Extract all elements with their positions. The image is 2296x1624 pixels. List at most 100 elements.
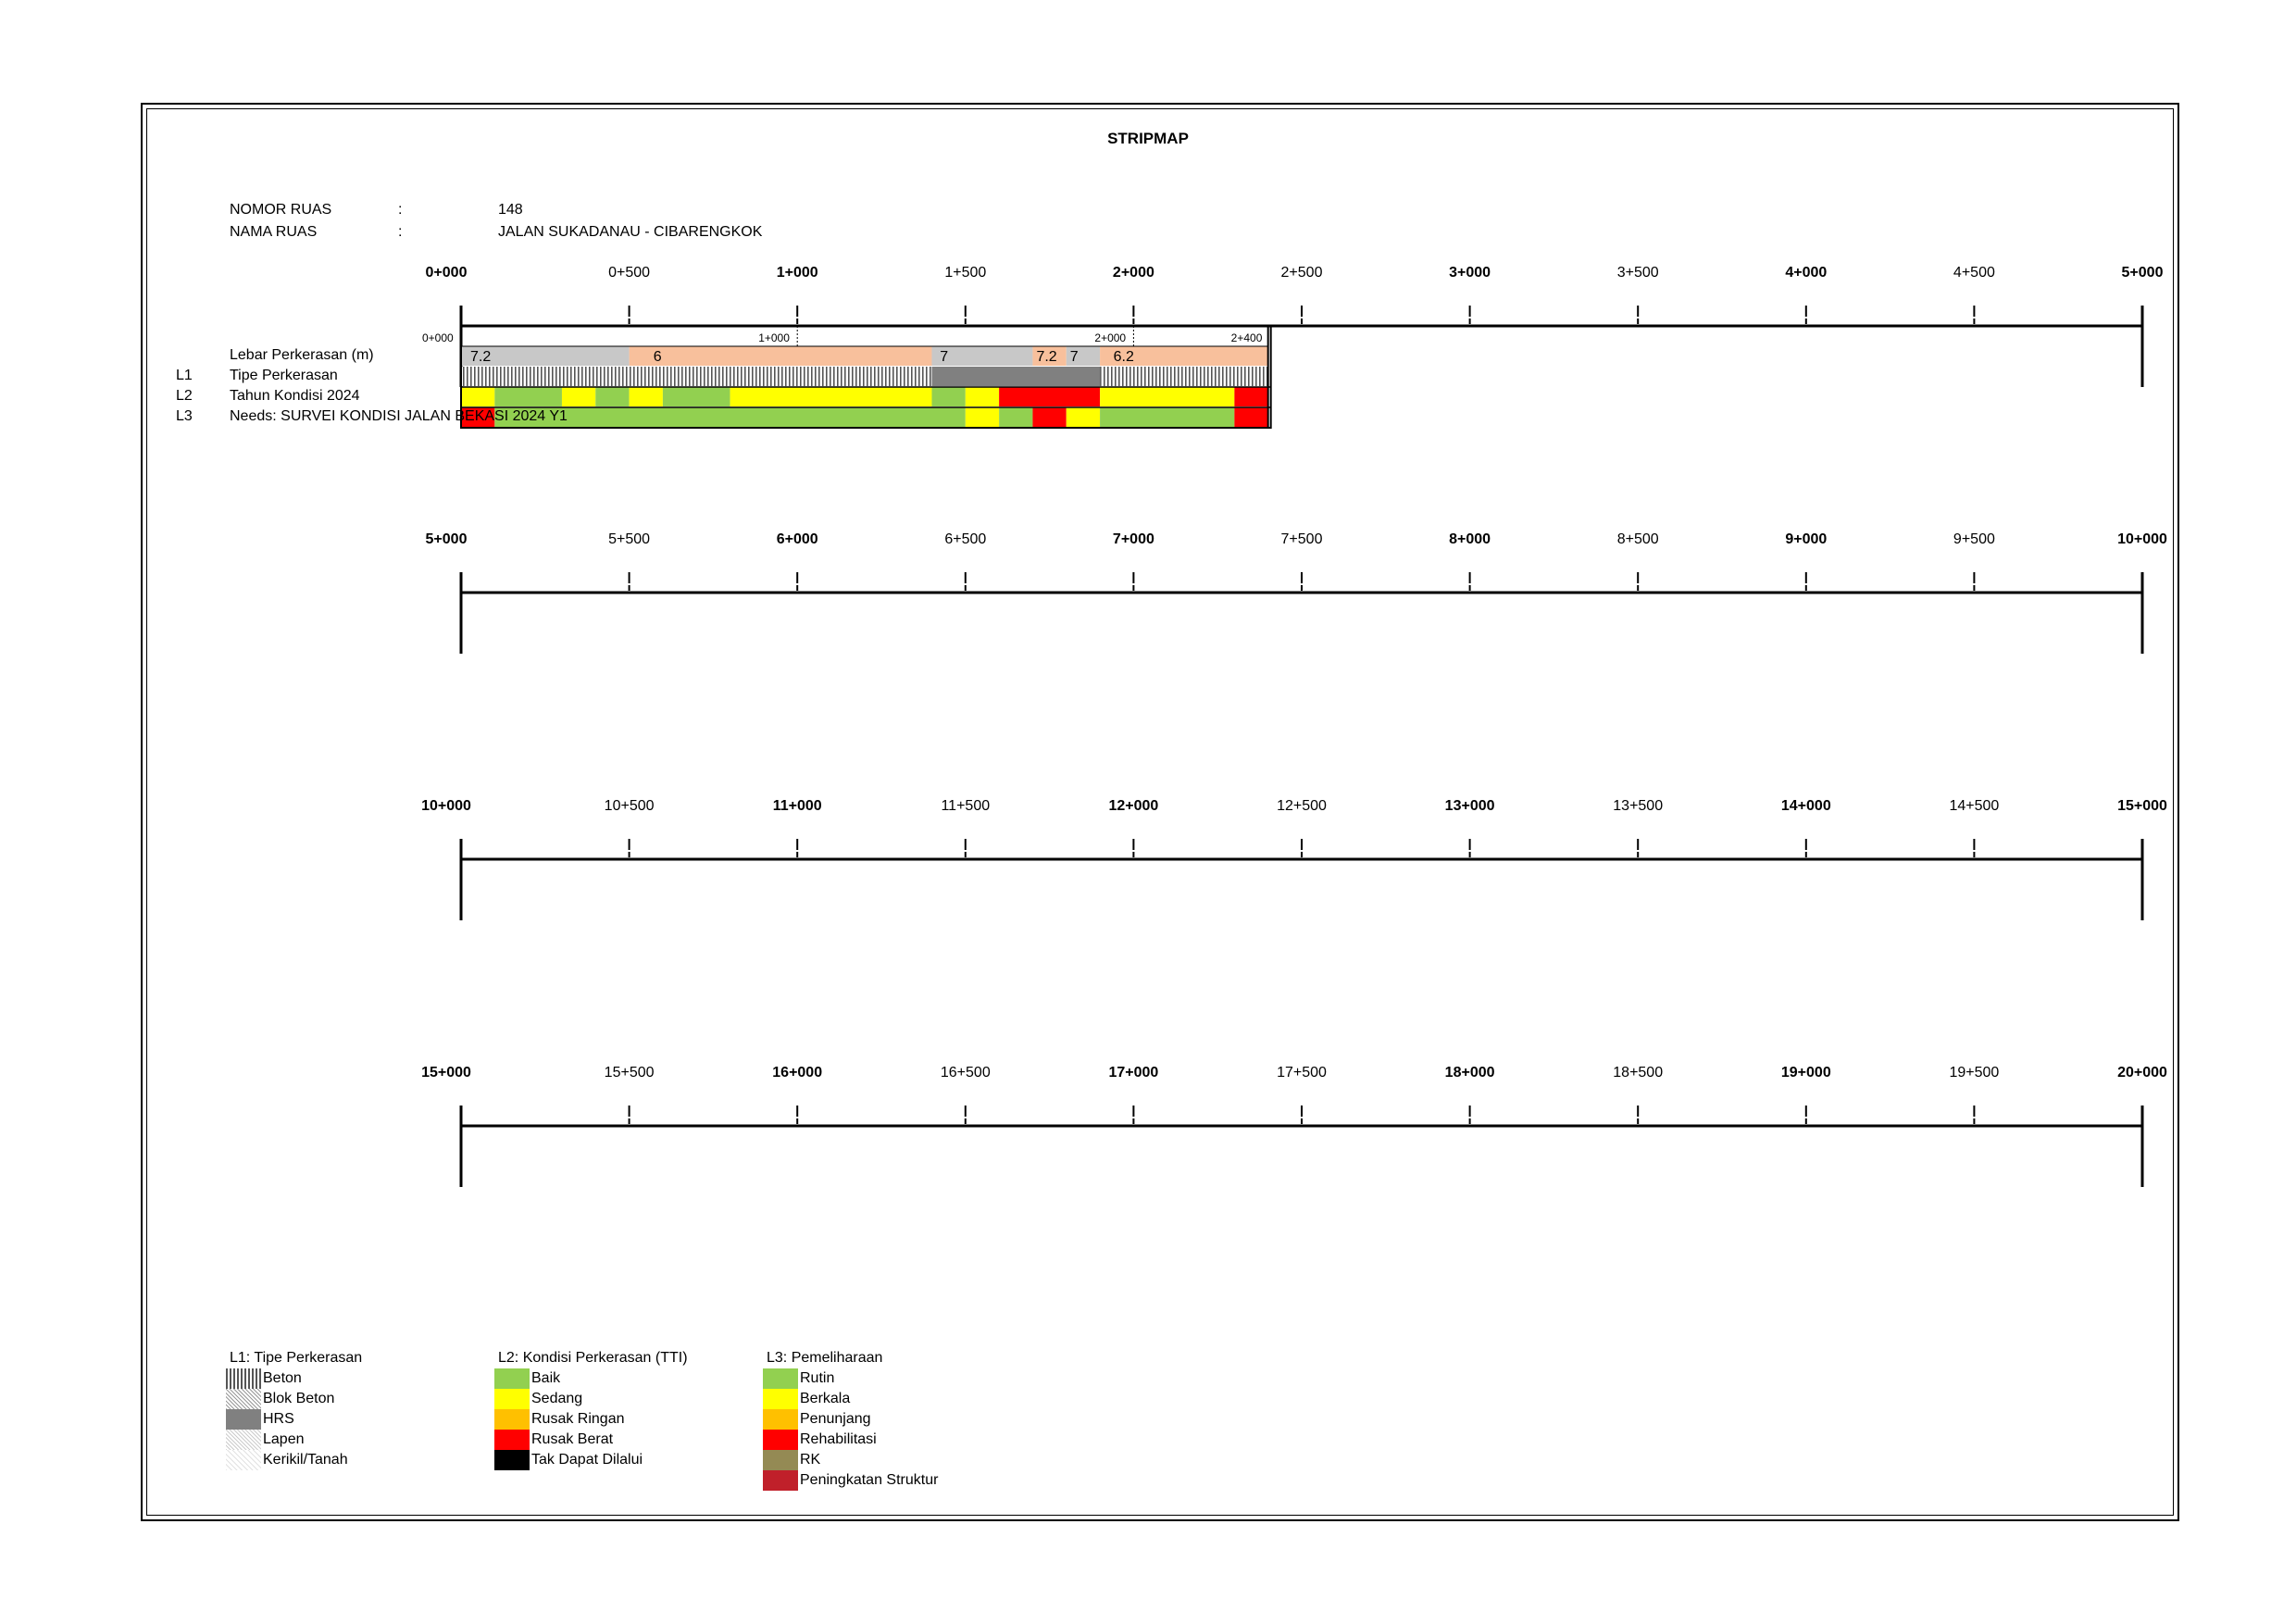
legend-item-rusak-ringan: Rusak Ringan — [494, 1409, 625, 1430]
needs-segment — [965, 407, 1000, 427]
kerikil-tanah-swatch — [226, 1450, 261, 1470]
legend-item-blok-beton: Blok Beton — [226, 1389, 334, 1409]
km-label: 11+500 — [941, 798, 990, 814]
km-label: 15+000 — [2117, 798, 2167, 814]
condition-segment — [1100, 387, 1235, 406]
km-label: 18+000 — [1445, 1065, 1495, 1081]
page-border-inner — [146, 108, 2174, 1516]
needs-segment — [999, 407, 1033, 427]
row-code-l1: L1 — [176, 368, 193, 383]
km-label: 14+500 — [1949, 798, 1999, 814]
beton-swatch — [226, 1368, 261, 1389]
km-label: 10+000 — [421, 798, 471, 814]
legend-item-beton: Beton — [226, 1368, 302, 1389]
km-label: 7+500 — [1281, 531, 1323, 547]
rutin-swatch — [763, 1368, 798, 1389]
row-code-l3: L3 — [176, 408, 193, 424]
km-label: 13+000 — [1445, 798, 1495, 814]
pavement-type-segment — [931, 367, 1101, 386]
blok-beton-swatch — [226, 1389, 261, 1409]
width-value: 6.2 — [1114, 349, 1134, 365]
km-label: 16+500 — [941, 1065, 991, 1081]
width-segment — [629, 346, 932, 366]
section-marker-label: 2+400 — [1231, 331, 1263, 344]
condition-segment — [461, 387, 495, 406]
needs-segment — [1032, 407, 1067, 427]
legend-l1-title: L1: Tipe Perkerasan — [230, 1350, 363, 1366]
km-label: 19+000 — [1781, 1065, 1831, 1081]
condition-segment — [965, 387, 1000, 406]
penunjang-swatch — [763, 1409, 798, 1430]
legend-label: Blok Beton — [263, 1391, 335, 1406]
km-label: 4+500 — [1953, 265, 1995, 281]
condition-segment — [999, 387, 1101, 406]
nomor-ruas-label: NOMOR RUAS — [230, 202, 332, 218]
legend-item-penunjang: Penunjang — [763, 1409, 871, 1430]
legend-item-kerikil-tanah: Kerikil/Tanah — [226, 1450, 348, 1470]
needs-segment — [1066, 407, 1101, 427]
legend-l3-title: L3: Pemeliharaan — [767, 1350, 883, 1366]
section-marker-label: 0+000 — [422, 331, 454, 344]
width-segment — [1066, 346, 1101, 366]
width-segment — [461, 346, 630, 366]
km-label: 10+000 — [2117, 531, 2167, 547]
km-label: 14+000 — [1781, 798, 1831, 814]
rk-swatch — [763, 1450, 798, 1470]
km-label: 10+500 — [605, 798, 655, 814]
width-segment — [1032, 346, 1067, 366]
lapen-swatch — [226, 1430, 261, 1450]
legend-item-lapen: Lapen — [226, 1430, 305, 1450]
legend-l2-title: L2: Kondisi Perkerasan (TTI) — [498, 1350, 688, 1366]
nomor-ruas-colon: : — [398, 202, 403, 218]
legend-item-rusak-berat: Rusak Berat — [494, 1430, 613, 1450]
km-label: 16+000 — [772, 1065, 822, 1081]
rusak-ringan-swatch — [494, 1409, 530, 1430]
row-label-l1: Tipe Perkerasan — [230, 368, 338, 383]
km-scale-3: 15+000 15+500 16+000 16+500 17+000 17+500 18+0… — [421, 1065, 2167, 1187]
legend-label: Tak Dapat Dilalui — [531, 1452, 643, 1468]
condition-segment — [662, 387, 730, 406]
sedang-swatch — [494, 1389, 530, 1409]
rehabilitasi-swatch — [763, 1430, 798, 1450]
legend-item-rutin: Rutin — [763, 1368, 834, 1389]
legend-label: Rehabilitasi — [800, 1431, 877, 1447]
legend-label: Beton — [263, 1370, 302, 1386]
row-label-l3: Needs: SURVEI KONDISI JALAN BEKASI 2024 … — [230, 408, 568, 424]
km-label: 12+000 — [1108, 798, 1158, 814]
km-label: 15+000 — [421, 1065, 471, 1081]
km-label: 1+500 — [944, 265, 986, 281]
km-label: 15+500 — [605, 1065, 655, 1081]
km-label: 9+000 — [1785, 531, 1827, 547]
legend-label: Peningkatan Struktur — [800, 1472, 939, 1488]
nama-ruas-label: NAMA RUAS — [230, 224, 318, 240]
legend-item-berkala: Berkala — [763, 1389, 850, 1409]
pavement-type-segment — [461, 367, 932, 386]
needs-segment — [461, 407, 495, 427]
km-label: 19+500 — [1949, 1065, 1999, 1081]
needs-segment — [494, 407, 966, 427]
berkala-swatch — [763, 1389, 798, 1409]
km-label: 17+000 — [1108, 1065, 1158, 1081]
km-label: 8+000 — [1449, 531, 1491, 547]
km-scale-1: 5+000 5+500 6+000 6+500 7+000 7+500 8+000 8+500… — [426, 531, 2167, 654]
page-border-outer — [141, 103, 2179, 1521]
condition-segment — [595, 387, 630, 406]
km-label: 4+000 — [1785, 265, 1827, 281]
km-label: 3+000 — [1449, 265, 1491, 281]
width-value: 7 — [940, 349, 948, 365]
legend-item-rk: RK — [763, 1450, 820, 1470]
needs-segment — [1234, 407, 1268, 427]
km-label: 8+500 — [1617, 531, 1659, 547]
km-label: 5+000 — [2122, 265, 2164, 281]
legend-label: Lapen — [263, 1431, 305, 1447]
legend-label: RK — [800, 1452, 821, 1468]
width-value: 7.2 — [470, 349, 491, 365]
legend-label: Kerikil/Tanah — [263, 1452, 348, 1468]
condition-segment — [561, 387, 596, 406]
km-label: 17+500 — [1277, 1065, 1327, 1081]
legend-label: Rutin — [800, 1370, 835, 1386]
km-label: 13+500 — [1613, 798, 1663, 814]
nama-ruas-colon: : — [398, 224, 403, 240]
km-label: 11+000 — [773, 798, 822, 814]
